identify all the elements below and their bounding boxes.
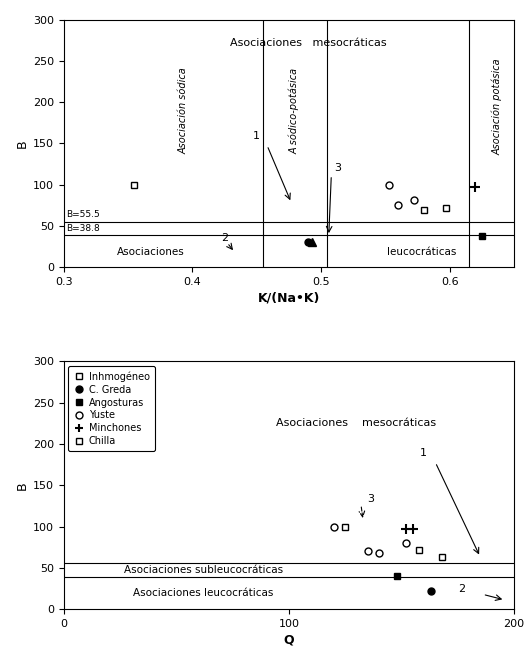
Legend: Inhmogéneo, C. Greda, Angosturas, Yuste, Minchones, Chilla: Inhmogéneo, C. Greda, Angosturas, Yuste,… (68, 366, 155, 451)
Text: 3: 3 (334, 162, 341, 173)
Text: Asociaciones   mesocráticas: Asociaciones mesocráticas (230, 38, 386, 48)
Y-axis label: B: B (15, 139, 29, 148)
Text: A sódico-potásica: A sódico-potásica (289, 67, 299, 153)
Text: Asociación potásica: Asociación potásica (492, 58, 502, 155)
X-axis label: Q: Q (284, 633, 294, 646)
Text: B=38.8: B=38.8 (66, 224, 100, 233)
Text: Asociaciones leucocráticas: Asociaciones leucocráticas (133, 588, 273, 599)
Text: 2: 2 (458, 584, 465, 594)
Y-axis label: B: B (15, 481, 29, 490)
Text: Asociaciones    mesocráticas: Asociaciones mesocráticas (276, 419, 437, 428)
Text: Asociación sódica: Asociación sódica (178, 67, 188, 154)
X-axis label: K/(Na•K): K/(Na•K) (258, 291, 320, 304)
Text: 1: 1 (420, 449, 427, 458)
Text: Asociaciones: Asociaciones (117, 248, 185, 257)
Text: 1: 1 (253, 132, 260, 141)
Text: B=55.5: B=55.5 (66, 210, 100, 219)
Text: 3: 3 (368, 494, 375, 504)
Text: 2: 2 (220, 233, 228, 243)
Text: Asociaciones subleucocráticas: Asociaciones subleucocráticas (123, 565, 283, 575)
Text: leucocráticas: leucocráticas (387, 248, 456, 257)
